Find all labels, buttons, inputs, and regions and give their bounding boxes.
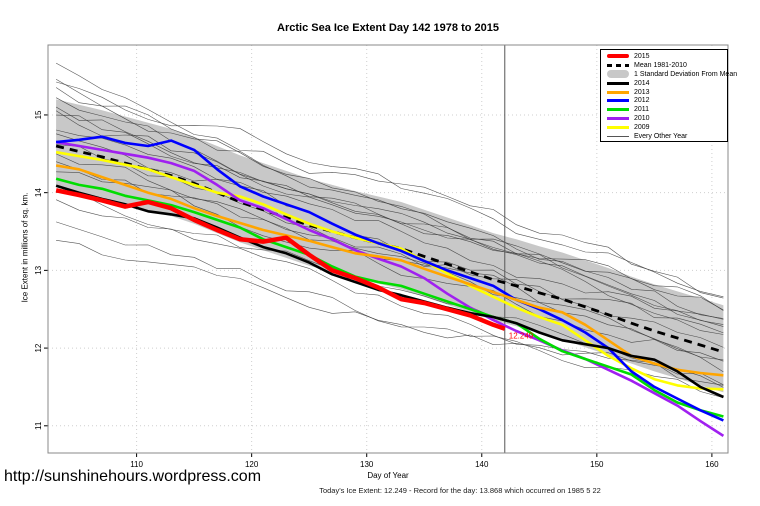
- series-2013-line: [55, 164, 724, 377]
- legend-item-2014: 2014: [607, 79, 727, 88]
- legend-label: 2014: [634, 79, 650, 87]
- legend-label: 2015: [634, 52, 650, 60]
- x-axis-label: Day of Year: [367, 471, 409, 480]
- legend-label: Mean 1981-2010: [634, 61, 687, 69]
- background-year-line: [56, 133, 724, 320]
- y-tick-label: 13: [34, 265, 43, 274]
- legend-swatch-line: [607, 126, 629, 130]
- legend-swatch-thick: [607, 54, 629, 59]
- x-tick-label: 120: [245, 460, 259, 469]
- background-year-line: [56, 114, 724, 311]
- background-year-line: [55, 110, 724, 327]
- series-2011-line: [55, 177, 724, 418]
- background-year-line: [55, 87, 724, 311]
- x-tick-label: 130: [360, 460, 374, 469]
- legend-swatch-line: [607, 90, 629, 94]
- legend-item-2013: 2013: [607, 88, 727, 97]
- legend-label: 2012: [634, 97, 650, 105]
- legend-swatch-dashed: [607, 63, 629, 67]
- y-tick-label: 14: [34, 188, 43, 197]
- legend-item-mean-1981-2010: Mean 1981-2010: [607, 61, 727, 70]
- legend-label: 2011: [634, 106, 650, 114]
- background-year-line: [56, 81, 724, 298]
- legend-item-2015: 2015: [607, 52, 727, 61]
- background-year-line: [56, 240, 724, 388]
- source-url[interactable]: http://sunshinehours.wordpress.com: [4, 468, 262, 485]
- legend-swatch-line: [607, 81, 629, 85]
- series-2010-line: [55, 140, 725, 437]
- legend-swatch-band: [607, 70, 629, 79]
- background-year-line: [55, 62, 724, 299]
- y-tick-label: 12: [34, 343, 43, 352]
- background-year-line: [56, 161, 724, 373]
- legend-item-1-standard-deviation-from-mean: 1 Standard Deviation From Mean: [607, 70, 737, 79]
- legend-swatch-thin: [607, 135, 629, 137]
- legend: 2015 Mean 1981-2010 1 Standard Deviation F…: [600, 49, 737, 142]
- legend-label: 2013: [634, 88, 650, 96]
- series-2012-line: [55, 135, 724, 422]
- x-tick-label: 160: [705, 460, 719, 469]
- legend-item-2009: 2009: [607, 123, 727, 132]
- legend-item-every-other-year: Every Other Year: [607, 132, 727, 141]
- legend-swatch-line: [607, 99, 629, 103]
- footer-note: Today's Ice Extent: 12.249 - Record for …: [319, 486, 601, 495]
- chart-title: Arctic Sea Ice Extent Day 142 1978 to 20…: [277, 22, 499, 34]
- legend-item-2012: 2012: [607, 96, 727, 105]
- plot-data-layer: [55, 45, 725, 453]
- y-tick-label: 11: [34, 421, 43, 430]
- x-tick-label: 140: [475, 460, 489, 469]
- legend-label: 2010: [634, 115, 650, 123]
- legend-item-2011: 2011: [607, 105, 727, 114]
- x-tick-label: 150: [590, 460, 604, 469]
- plot-border: [47, 44, 729, 454]
- legend-label: Every Other Year: [634, 132, 688, 140]
- legend-label: 1 Standard Deviation From Mean: [634, 70, 738, 78]
- legend-swatch-line: [607, 117, 629, 121]
- series-2015-line: [55, 188, 506, 331]
- ice-extent-annotation: 12.249: [509, 332, 534, 341]
- x-tick-label: 110: [130, 460, 143, 469]
- background-year-line: [55, 79, 724, 319]
- legend-item-2010: 2010: [607, 114, 727, 123]
- legend-swatch-line: [607, 108, 629, 112]
- background-year-line: [55, 153, 724, 334]
- legend-label: 2009: [634, 124, 650, 132]
- background-year-line: [56, 171, 724, 362]
- y-tick-label: 15: [34, 110, 43, 119]
- y-axis-label: Ice Extent in millions of sq. km.: [20, 192, 30, 303]
